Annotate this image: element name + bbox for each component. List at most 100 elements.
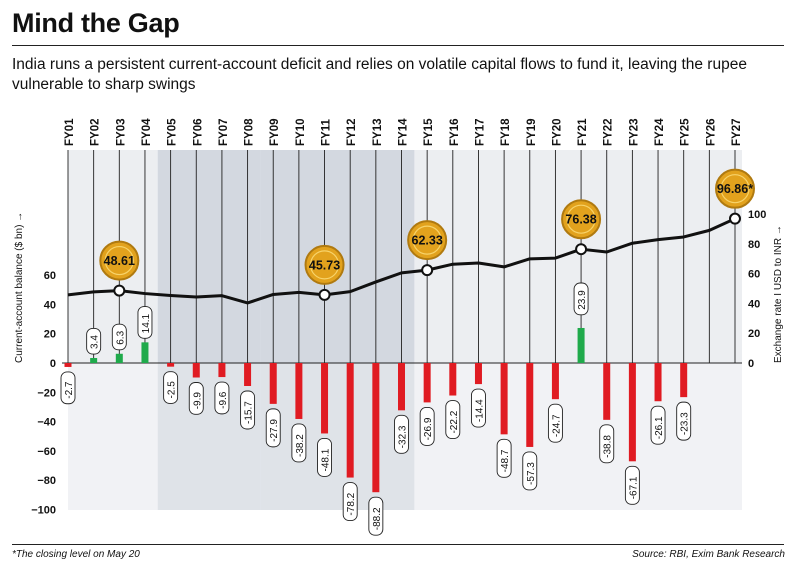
value-label-box — [342, 482, 358, 522]
value-label-box — [445, 400, 461, 439]
bar-fy23 — [628, 363, 636, 462]
value-label: -38.8 — [603, 435, 614, 458]
line-point-marker — [318, 288, 331, 301]
bar-fy03 — [115, 353, 123, 363]
value-label-box — [265, 408, 281, 448]
category-label-fy15: FY15 — [423, 118, 435, 146]
left-axis-tick: −20 — [37, 387, 56, 399]
value-label-box — [137, 306, 153, 339]
left-axis-tick: 0 — [50, 358, 56, 370]
value-label: -23.3 — [680, 412, 691, 435]
category-label-fy02: FY02 — [90, 119, 102, 147]
value-label: 3.4 — [90, 335, 101, 349]
value-label: -14.4 — [474, 399, 485, 422]
value-label-box — [624, 465, 640, 505]
category-label-fy07: FY07 — [218, 119, 230, 147]
value-label: -24.7 — [551, 414, 562, 437]
category-label-fy04: FY04 — [141, 118, 153, 146]
category-label-fy26: FY26 — [705, 119, 717, 147]
bar-fy10 — [295, 363, 303, 419]
coin-ring — [412, 225, 442, 255]
category-label-fy16: FY16 — [449, 119, 461, 147]
value-label: -48.7 — [500, 449, 511, 472]
callout-value: 96.86* — [717, 182, 753, 196]
category-label-fy18: FY18 — [500, 118, 512, 146]
category-label-fy19: FY19 — [526, 119, 538, 147]
left-axis-label: Current-account balance ($ bn) → — [14, 212, 25, 363]
shaded-period-1 — [157, 150, 261, 510]
bar-fy17 — [474, 363, 482, 385]
bar-fy08 — [244, 363, 252, 387]
category-label-fy24: FY24 — [654, 118, 666, 146]
bar-fy14 — [398, 363, 405, 411]
value-label: -57.3 — [526, 462, 537, 485]
right-axis-tick: 60 — [748, 269, 760, 281]
category-label-fy03: FY03 — [115, 119, 127, 147]
value-label-box — [163, 371, 179, 404]
bar-fy24 — [654, 363, 662, 402]
bar-fy06 — [192, 363, 200, 378]
callout-value: 62.33 — [412, 234, 443, 248]
value-label: -32.3 — [398, 425, 409, 448]
callout-value: 48.61 — [104, 254, 135, 268]
category-label-fy08: FY08 — [244, 118, 256, 146]
value-label: -26.1 — [654, 416, 665, 439]
footer-rule — [12, 544, 784, 545]
value-label-box — [317, 438, 332, 477]
left-axis-tick: −100 — [31, 505, 56, 517]
category-label-fy23: FY23 — [628, 119, 640, 147]
coin-ring — [566, 204, 596, 234]
right-axis-tick: 40 — [748, 298, 760, 310]
category-label-fy21: FY21 — [577, 118, 589, 146]
line-point-marker — [113, 284, 126, 297]
left-axis-tick: −60 — [37, 446, 56, 458]
value-label-box — [240, 390, 256, 430]
coin-ring — [104, 245, 134, 276]
value-label: -78.2 — [346, 492, 357, 515]
value-label: 6.3 — [115, 330, 126, 344]
category-label-fy14: FY14 — [398, 118, 410, 146]
category-label-fy10: FY10 — [295, 119, 307, 147]
value-label-box — [471, 388, 486, 428]
value-label: 14.1 — [141, 313, 152, 333]
bar-fy15 — [423, 363, 431, 403]
bar-fy25 — [680, 363, 688, 398]
value-label: 23.9 — [577, 290, 588, 310]
value-label: -27.9 — [269, 419, 280, 442]
source-note: Source: RBI, Exim Bank Research — [632, 549, 785, 560]
value-label: -88.2 — [372, 507, 383, 530]
value-label-box — [394, 414, 409, 454]
value-label: -9.9 — [192, 392, 203, 410]
category-label-fy09: FY09 — [269, 119, 281, 147]
value-label: -2.5 — [167, 381, 178, 399]
left-axis-tick: 60 — [44, 270, 56, 282]
line-point-marker — [575, 243, 588, 256]
coin-ring — [720, 174, 750, 204]
value-label: -22.2 — [449, 410, 460, 433]
left-axis-tick: 40 — [44, 299, 56, 311]
bar-fy20 — [551, 363, 559, 400]
callout-value: 76.38 — [565, 213, 596, 227]
value-label-box — [291, 423, 307, 463]
value-label: -48.1 — [321, 448, 332, 471]
bar-fy07 — [218, 363, 226, 378]
value-label-box — [599, 424, 615, 464]
value-label-box — [650, 405, 666, 445]
exchange-rate-line — [67, 217, 736, 305]
shaded-period-2 — [260, 150, 415, 510]
value-label-box — [368, 496, 384, 536]
callout-value: 45.73 — [309, 258, 340, 272]
bar-fy18 — [500, 363, 508, 435]
value-label-box — [522, 451, 538, 491]
value-label-box — [547, 403, 563, 443]
line-point-marker — [729, 212, 741, 225]
value-label: -2.7 — [64, 381, 75, 399]
line-point-marker — [421, 264, 434, 277]
category-label-fy25: FY25 — [680, 118, 692, 146]
category-label-fy17: FY17 — [474, 119, 486, 147]
left-axis-tick: −40 — [37, 417, 56, 429]
value-label: -38.2 — [295, 434, 306, 457]
bar-fy13 — [372, 363, 380, 493]
value-label: -26.9 — [423, 417, 434, 440]
footnote: *The closing level on May 20 — [12, 549, 140, 560]
